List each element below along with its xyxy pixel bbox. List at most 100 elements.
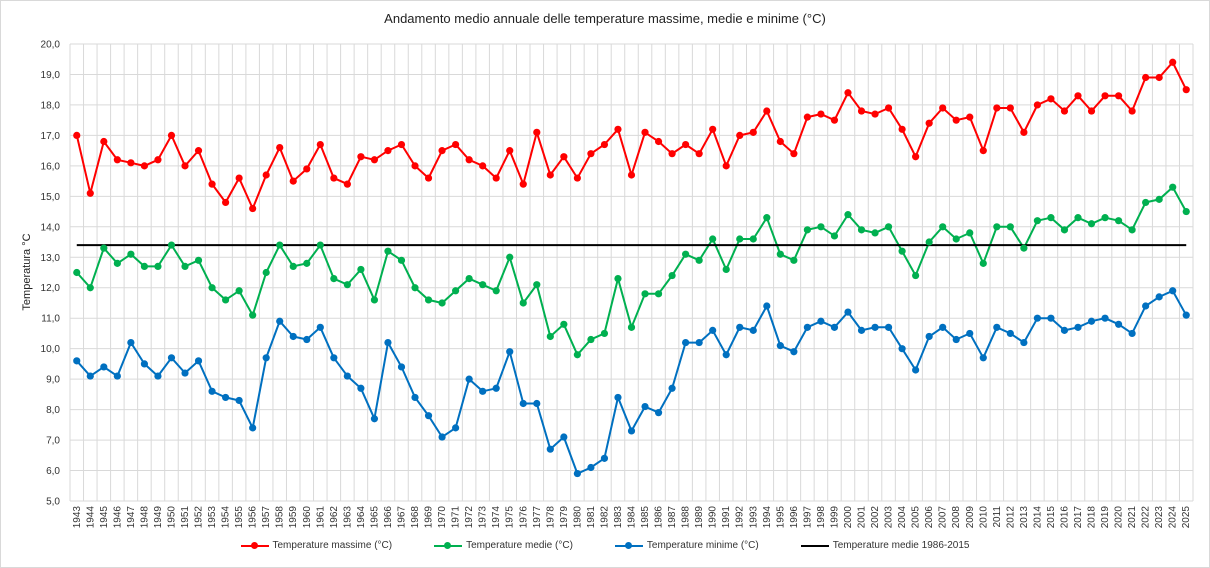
x-tick-label: 1956 [248, 506, 259, 529]
x-tick-label: 1980 [572, 506, 583, 529]
data-point [803, 323, 811, 331]
data-point [479, 162, 487, 170]
y-tick-label: 20,0 [41, 40, 61, 51]
data-point [573, 351, 581, 359]
legend-label-min: Temperature minime (°C) [646, 540, 759, 551]
data-point [654, 137, 663, 146]
data-point [641, 402, 649, 411]
data-point [682, 140, 690, 149]
x-tick-label: 1953 [207, 506, 218, 529]
data-point [1155, 293, 1163, 301]
data-point [492, 384, 500, 392]
x-tick-label: 1952 [194, 506, 205, 529]
data-point [587, 463, 595, 472]
data-point [1128, 226, 1136, 234]
data-point [1060, 226, 1069, 234]
data-point [249, 204, 257, 213]
data-point [343, 180, 351, 188]
data-point [357, 153, 365, 161]
data-point [912, 153, 920, 161]
x-tick-label: 2016 [1059, 506, 1070, 529]
x-tick-label: 1989 [694, 506, 705, 529]
x-tick-label: 2001 [857, 506, 868, 529]
data-point [641, 290, 649, 298]
data-point [871, 110, 879, 118]
data-point [330, 274, 338, 283]
data-point [898, 247, 906, 255]
data-point [154, 156, 162, 164]
data-point [560, 320, 568, 328]
data-point [113, 259, 121, 267]
y-tick-label: 13,0 [41, 253, 61, 264]
data-point [790, 348, 798, 356]
x-tick-label: 2017 [1073, 506, 1084, 529]
data-point [736, 131, 744, 139]
data-point [803, 113, 811, 121]
x-tick-label: 1955 [234, 506, 245, 529]
x-tick-label: 1957 [261, 506, 272, 529]
x-tick-label: 2006 [924, 506, 935, 529]
x-tick-label: 1996 [789, 506, 800, 529]
data-point [1074, 214, 1082, 222]
data-point [830, 116, 839, 124]
x-tick-label: 2011 [992, 506, 1003, 528]
data-point [100, 137, 108, 146]
x-tick-label: 1992 [735, 506, 746, 529]
data-point [573, 174, 581, 182]
data-point [357, 265, 365, 274]
data-point [86, 372, 94, 380]
x-tick-label: 1971 [451, 506, 462, 529]
data-point [100, 363, 108, 371]
data-point [1087, 107, 1096, 115]
x-tick-label: 1994 [762, 506, 773, 529]
x-tick-label: 1990 [708, 506, 719, 529]
data-point [587, 335, 595, 344]
x-tick-label: 1969 [424, 506, 435, 529]
data-point [73, 131, 81, 139]
y-tick-label: 12,0 [41, 283, 61, 294]
legend-item-reference: Temperature medie 1986-2015 [800, 540, 969, 551]
y-tick-label: 16,0 [41, 161, 61, 172]
x-tick-label: 1949 [153, 506, 164, 529]
chart-title: Andamento medio annuale delle temperatur… [384, 11, 826, 26]
x-tick-label: 2007 [938, 506, 949, 529]
data-point [506, 348, 514, 356]
data-point [709, 235, 717, 243]
data-point [1169, 287, 1177, 295]
data-point [966, 113, 974, 121]
y-tick-label: 14,0 [41, 222, 61, 233]
data-point [370, 296, 379, 304]
data-point [1087, 317, 1096, 325]
data-point [343, 372, 351, 380]
y-tick-label: 17,0 [41, 131, 61, 142]
y-tick-label: 10,0 [41, 344, 61, 355]
data-point [952, 235, 960, 243]
data-point [1169, 183, 1177, 191]
data-point [587, 150, 595, 158]
data-point [776, 137, 784, 146]
data-point [1006, 104, 1014, 112]
data-point [73, 268, 81, 277]
data-point [763, 214, 771, 222]
x-tick-label: 2010 [978, 506, 989, 529]
data-point [722, 162, 730, 170]
data-point [1033, 314, 1042, 322]
x-tick-label: 1945 [99, 506, 110, 529]
x-tick-label: 1979 [559, 506, 570, 529]
data-point [1020, 338, 1028, 347]
data-point [709, 326, 717, 334]
data-point [452, 140, 460, 149]
grid-lines [69, 43, 1194, 502]
data-point [763, 302, 771, 310]
data-point [167, 354, 176, 362]
data-point [817, 110, 825, 118]
data-point [925, 238, 933, 246]
data-point [221, 393, 230, 402]
data-point [695, 256, 703, 264]
data-point [1155, 195, 1163, 203]
data-point [397, 363, 406, 371]
x-tick-label: 1962 [329, 506, 340, 529]
data-point [736, 235, 744, 243]
y-tick-label: 18,0 [41, 100, 61, 111]
